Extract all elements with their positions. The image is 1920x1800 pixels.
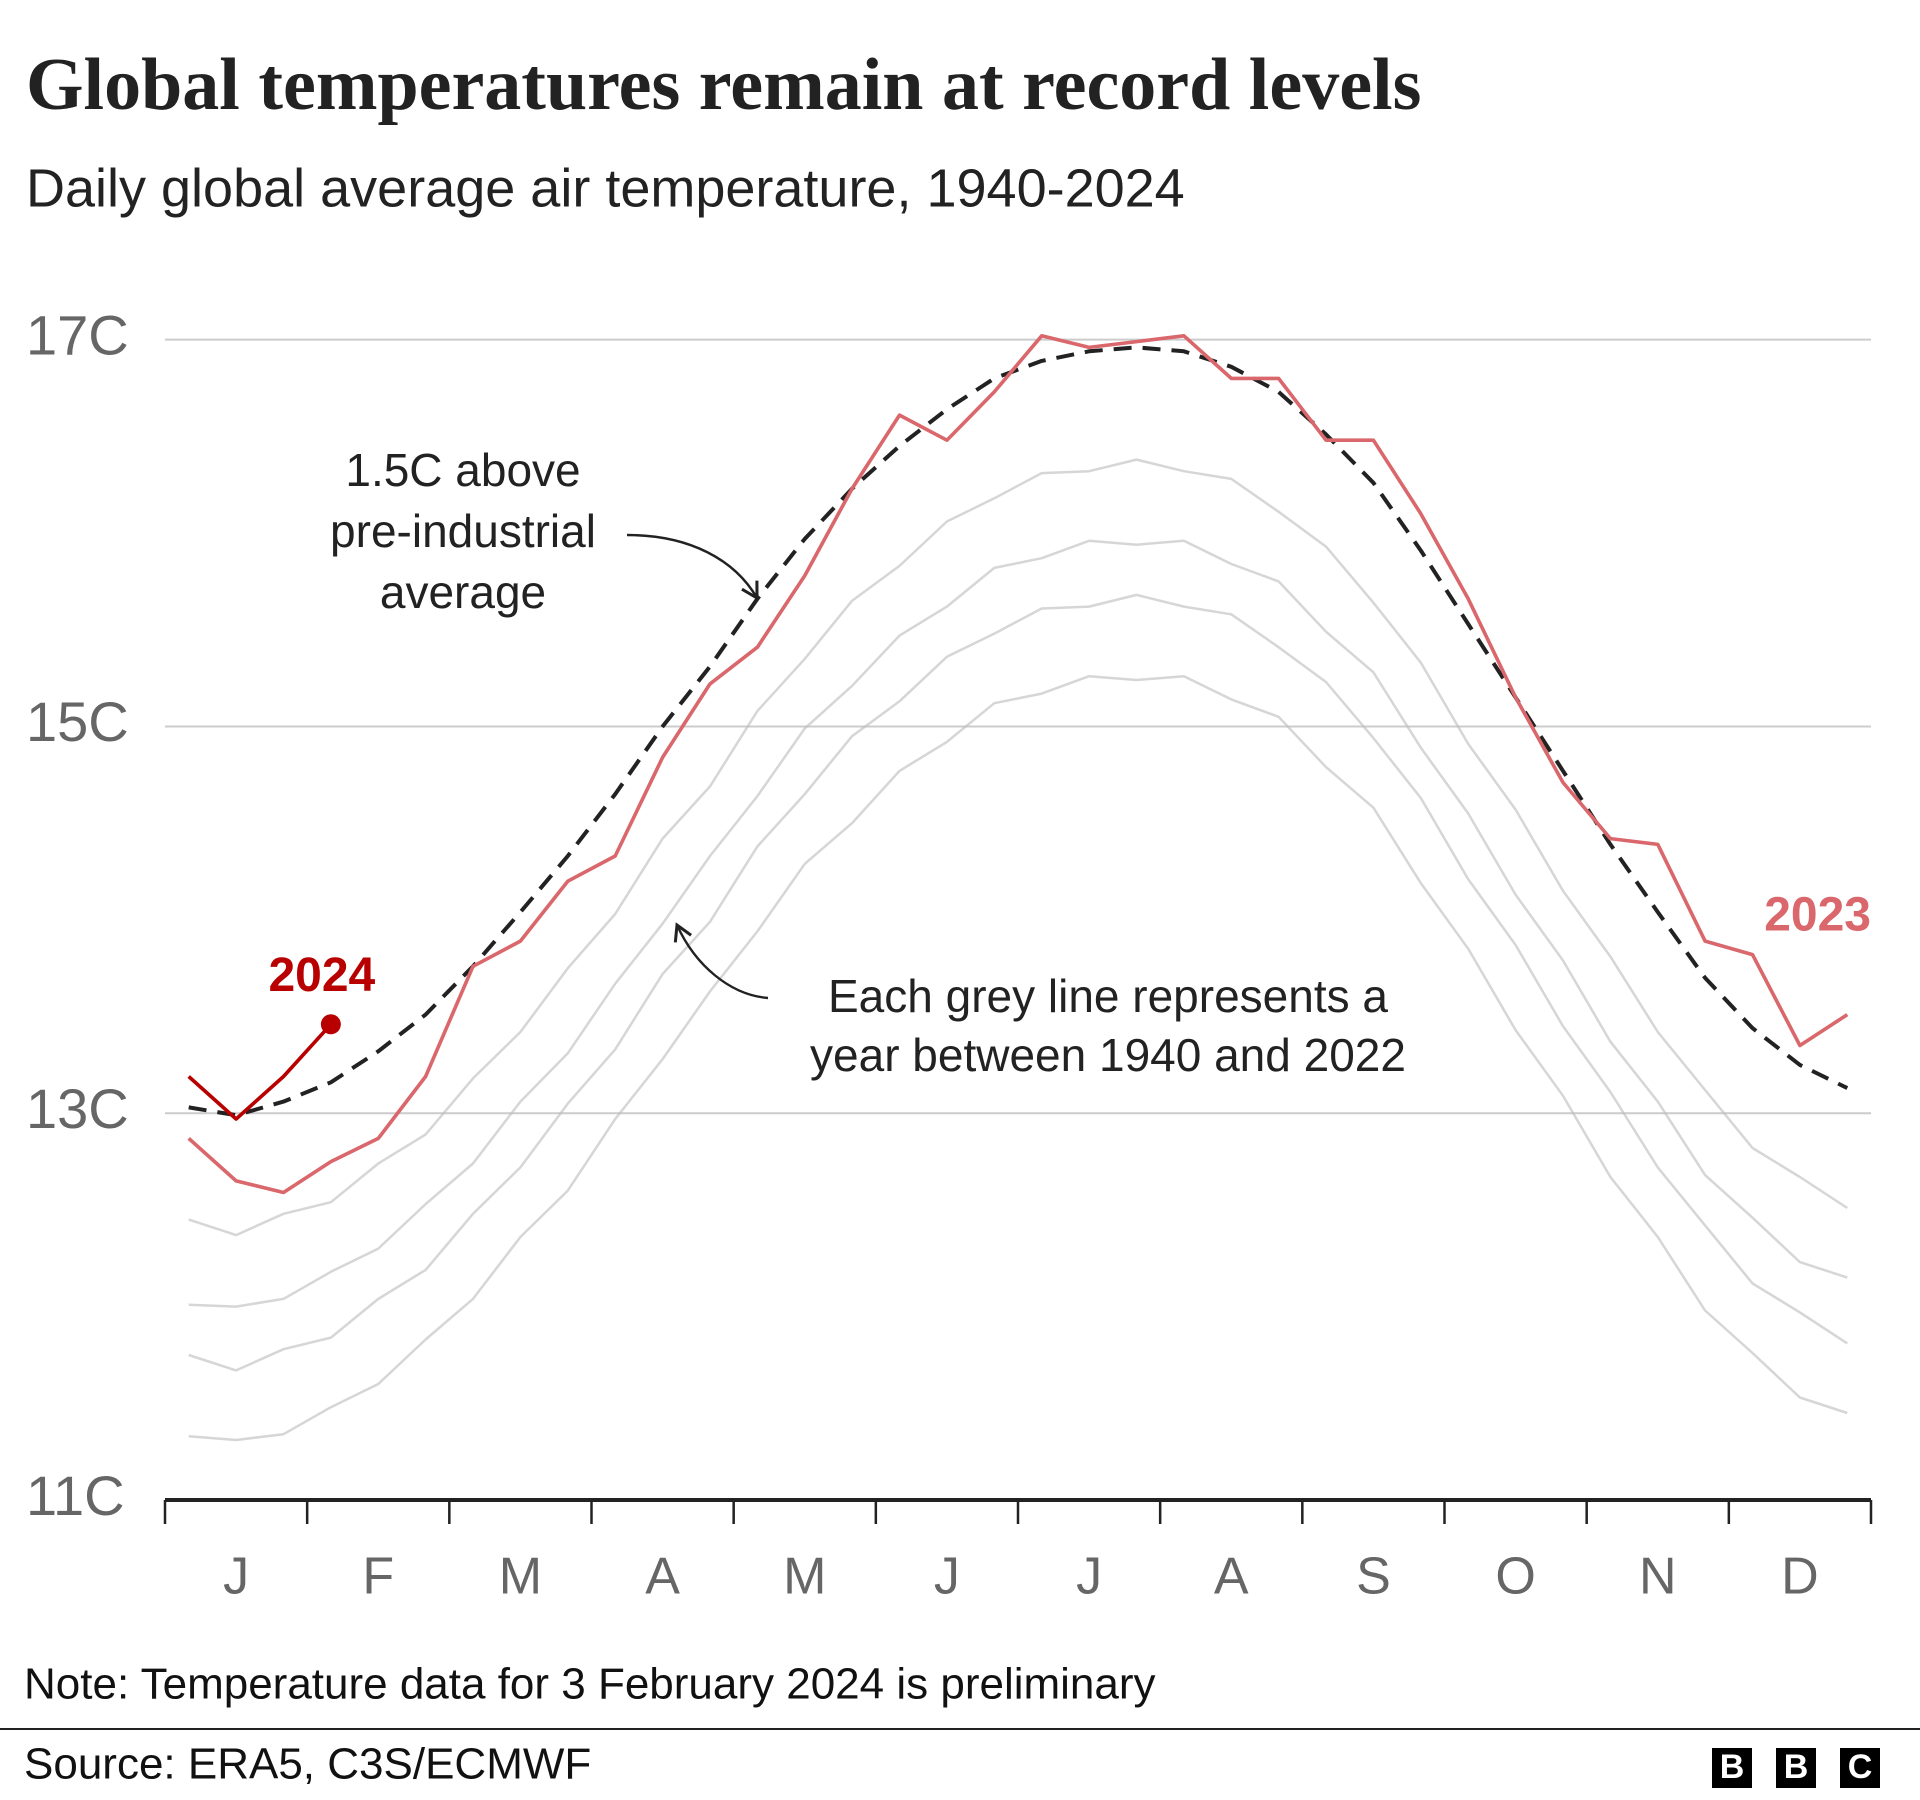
y-tick-label: 13C <box>26 1077 129 1140</box>
note: Note: Temperature data for 3 February 20… <box>24 1660 1156 1709</box>
year-line <box>187 334 1849 1195</box>
end-point <box>320 1014 341 1035</box>
annotation: pre-industrial <box>330 505 596 557</box>
x-tick-label: M <box>783 1548 826 1606</box>
annotation: 1.5C above <box>345 444 580 496</box>
annotation-arrow <box>673 922 769 1000</box>
bbc-logo: B B C <box>1712 1748 1880 1788</box>
x-tick-label: M <box>499 1548 542 1606</box>
logo-block <box>1776 1748 1816 1788</box>
grey-year-line <box>188 539 1848 1308</box>
grey-year-line <box>188 458 1848 1237</box>
annotation: average <box>380 566 546 618</box>
logo-block <box>1712 1748 1752 1788</box>
annotation: Each grey line represents a <box>828 970 1388 1022</box>
x-tick-label: S <box>1356 1548 1391 1606</box>
logo-block <box>1840 1748 1880 1788</box>
chart-subtitle: Daily global average air temperature, 19… <box>26 158 1185 218</box>
x-tick-label: O <box>1495 1548 1535 1606</box>
logo-letter: B <box>1784 1748 1809 1786</box>
x-tick-label: A <box>645 1548 680 1606</box>
y-tick-label: 17C <box>26 303 129 366</box>
logo-letter: B <box>1720 1748 1745 1786</box>
x-tick-label: J <box>1076 1548 1102 1606</box>
x-tick-label: J <box>934 1548 960 1606</box>
x-tick-label: A <box>1214 1548 1249 1606</box>
x-tick-label: N <box>1639 1548 1677 1606</box>
series-label: 2023 <box>1764 888 1871 941</box>
x-tick-label: D <box>1781 1548 1819 1606</box>
y-tick-label: 11C <box>26 1464 125 1527</box>
year-line <box>187 1023 333 1121</box>
reference-line <box>188 345 1849 1118</box>
y-tick-label: 15C <box>26 690 129 753</box>
source: Source: ERA5, C3S/ECMWF <box>24 1740 591 1789</box>
series-label: 2024 <box>268 949 375 1002</box>
logo-letter: C <box>1848 1748 1873 1786</box>
annotation: year between 1940 and 2022 <box>810 1029 1406 1081</box>
plot-area: 11C 13C 15C 17C J F M A M J J A S O N D 2023 2024 <box>26 303 1873 1606</box>
grey-year-line <box>188 593 1848 1372</box>
x-tick-label: J <box>223 1548 249 1606</box>
x-tick-label: F <box>362 1548 394 1606</box>
chart-title: Global temperatures remain at record lev… <box>26 44 1421 126</box>
grey-year-line <box>188 674 1848 1442</box>
annotation-arrow <box>626 533 759 601</box>
